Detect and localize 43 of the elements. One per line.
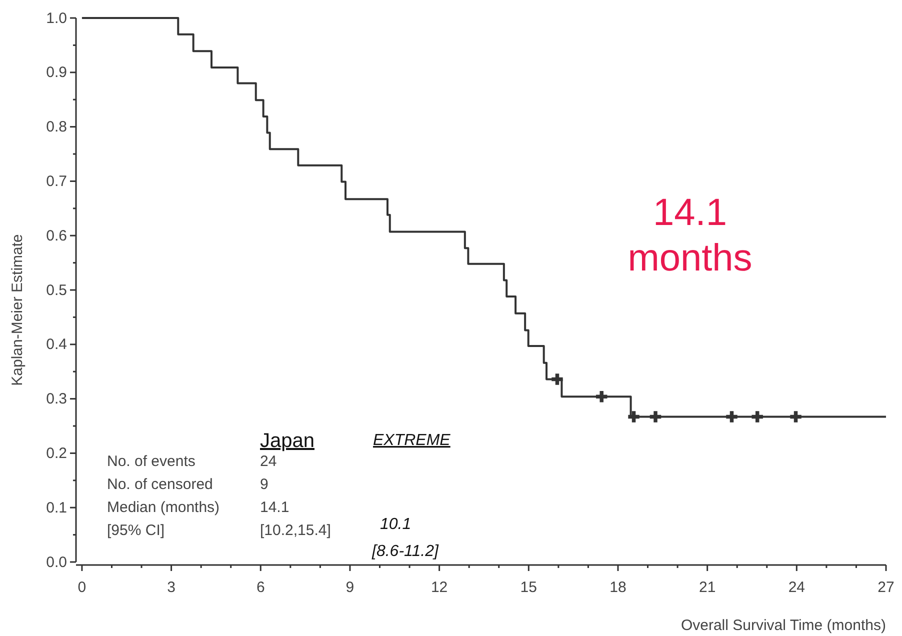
x-tick-label: 24 <box>788 579 806 596</box>
y-tick-label: 0.7 <box>46 173 67 190</box>
annotation: No. of events <box>107 453 196 470</box>
point <box>790 411 802 422</box>
annotation: Median (months) <box>107 499 220 516</box>
annotation: Japan <box>260 430 314 452</box>
y-tick-label: 0.9 <box>46 64 67 82</box>
y-tick-label: 0.4 <box>46 336 67 354</box>
point <box>552 374 563 385</box>
point <box>628 411 640 422</box>
point <box>650 411 662 422</box>
x-tick-label: 6 <box>256 579 265 596</box>
x-tick-label: 12 <box>430 579 448 596</box>
y-tick-label: 0.1 <box>46 499 67 516</box>
x-tick-label: 9 <box>346 579 354 596</box>
y-tick-label: 0.0 <box>46 554 67 571</box>
annotation: 24 <box>260 453 277 470</box>
y-tick-label: 0.6 <box>46 227 67 244</box>
annotation: No. of censored <box>107 476 213 493</box>
point <box>726 411 738 422</box>
point <box>596 391 608 402</box>
point <box>752 411 763 422</box>
annotation: [95% CI] <box>107 522 165 539</box>
annotation: 9 <box>260 476 268 493</box>
annotation: [8.6-11.2] <box>371 543 439 560</box>
y-tick-label: 0.2 <box>46 445 67 462</box>
y-tick-label: 1.0 <box>46 10 67 27</box>
x-axis-title: Overall Survival Time (months) <box>680 617 886 634</box>
annotation: 14.1 months <box>628 192 752 280</box>
x-tick-label: 18 <box>610 579 626 596</box>
y-tick-label: 0.8 <box>46 118 67 136</box>
x-tick-label: 15 <box>520 579 537 596</box>
annotation: EXTREME <box>373 432 451 449</box>
y-tick-label: 0.3 <box>46 390 67 408</box>
x-tick-label: 3 <box>167 579 176 596</box>
x-tick-label: 27 <box>878 579 894 596</box>
y-axis-title: Kaplan-Meier Estimate <box>9 234 26 386</box>
y-tick-label: 0.5 <box>46 282 67 299</box>
annotation: [10.2,15.4] <box>260 522 331 539</box>
annotation: 10.1 <box>380 516 412 533</box>
annotation: 14.1 <box>260 499 290 516</box>
x-tick-label: 21 <box>698 579 716 596</box>
x-tick-label: 0 <box>78 579 86 596</box>
